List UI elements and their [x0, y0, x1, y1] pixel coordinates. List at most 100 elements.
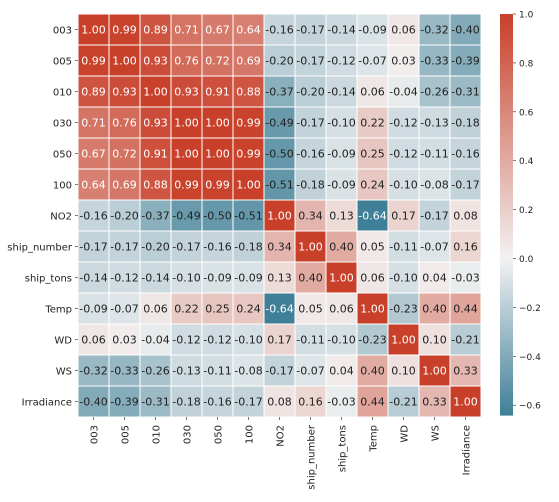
cell-value-label: -0.08 — [420, 179, 448, 192]
cell-value-label: 0.34 — [298, 210, 323, 223]
y-tick-label-temp: Temp — [44, 305, 72, 316]
heatmap-cell-005-temp — [356, 44, 389, 77]
heatmap-cell-100-010 — [139, 168, 172, 201]
heatmap-cell-005-030 — [170, 44, 203, 77]
y-tick-label-no2: NO2 — [50, 212, 72, 223]
colorbar-segment — [500, 234, 513, 239]
heatmap-cell-ship-tons-100 — [232, 261, 265, 294]
heatmap-cell-wd-irradiance — [449, 323, 482, 356]
colorbar-segment — [500, 408, 513, 413]
heatmap-cell-005-ship-tons — [325, 44, 358, 77]
heatmap-cell-100-005 — [108, 168, 141, 201]
heatmap-cell-003-temp — [356, 13, 389, 46]
cell-value-label: 0.88 — [143, 179, 168, 192]
colorbar-segment — [500, 338, 513, 343]
cell-value-label: 0.16 — [453, 241, 478, 254]
cell-value-label: -0.03 — [327, 396, 355, 409]
colorbar-segment — [500, 291, 513, 296]
colorbar-segment — [500, 14, 513, 18]
colorbar-segment — [500, 237, 513, 242]
colorbar-segment — [500, 388, 513, 393]
colorbar-segment — [500, 311, 513, 316]
x-tick-label-ship-number: ship_number — [307, 424, 318, 490]
cell-value-label: 0.99 — [236, 148, 261, 161]
cell-value-label: 0.99 — [205, 179, 230, 192]
colorbar-segment — [500, 40, 513, 45]
cell-value-label: 1.00 — [174, 117, 199, 130]
colorbar-segment — [500, 211, 513, 216]
colorbar-segment — [500, 90, 513, 95]
colorbar-segment — [500, 358, 513, 363]
colorbar-segment — [500, 124, 513, 129]
heatmap-cell-005-no2 — [263, 44, 296, 77]
cell-value-label: -0.18 — [234, 241, 262, 254]
heatmap-cell-030-ship-number — [294, 106, 327, 139]
heatmap-cell-100-no2 — [263, 168, 296, 201]
cell-value-label: 0.13 — [267, 272, 292, 285]
cell-value-label: 0.06 — [81, 334, 106, 347]
colorbar-segment — [500, 394, 513, 399]
heatmap-cell-100-003 — [77, 168, 110, 201]
cell-value-label: -0.12 — [110, 272, 138, 285]
cell-value-label: -0.18 — [172, 396, 200, 409]
colorbar-segment — [500, 50, 513, 55]
cell-value-label: 0.10 — [422, 334, 447, 347]
colorbar-segment — [500, 254, 513, 259]
colorbar-segment — [500, 227, 513, 232]
heatmap-cell-005-100 — [232, 44, 265, 77]
cell-value-label: 0.71 — [174, 24, 199, 37]
heatmap-cell-ship-number-wd — [387, 230, 420, 263]
cell-value-label: 1.00 — [143, 86, 168, 99]
colorbar-segment — [500, 174, 513, 179]
cell-value-label: 0.67 — [205, 24, 230, 37]
cell-value-label: 0.40 — [360, 365, 385, 378]
heatmap-cell-wd-030 — [170, 323, 203, 356]
heatmap-cell-010-010 — [139, 75, 172, 108]
heatmap-cell-ws-no2 — [263, 354, 296, 387]
cell-value-label: 0.06 — [360, 272, 385, 285]
colorbar-segment — [500, 247, 513, 252]
cell-value-label: 0.10 — [391, 365, 416, 378]
y-axis-labels: 003 005 010 030 050 100 NO2 ship_number ship_ton… — [7, 26, 78, 409]
colorbar-segment — [500, 114, 513, 119]
cell-value-label: 0.72 — [112, 148, 137, 161]
cell-value-label: 0.64 — [81, 179, 106, 192]
cell-value-label: 0.05 — [298, 303, 323, 316]
heatmap-cell-ship-tons-wd — [387, 261, 420, 294]
heatmap-cell-no2-030 — [170, 199, 203, 232]
cell-value-label: 0.93 — [174, 86, 199, 99]
heatmap-cell-wd-003 — [77, 323, 110, 356]
y-tick-label-005: 005 — [53, 57, 72, 68]
heatmap-cell-irradiance-ws — [418, 385, 451, 418]
colorbar-segment — [500, 401, 513, 406]
heatmap-cell-irradiance-003 — [77, 385, 110, 418]
colorbar-segment — [500, 241, 513, 246]
cell-value-label: 0.03 — [112, 334, 137, 347]
heatmap-cell-ship-tons-ship-number — [294, 261, 327, 294]
colorbar-segment — [500, 284, 513, 289]
colorbar-segment — [500, 244, 513, 249]
cell-value-label: -0.50 — [265, 148, 293, 161]
cell-value-label: -0.16 — [79, 210, 107, 223]
colorbar-segment — [500, 321, 513, 326]
cell-value-label: -0.17 — [265, 365, 293, 378]
cell-value-label: 0.69 — [112, 179, 137, 192]
cell-value-label: -0.07 — [110, 303, 138, 316]
heatmap-cell-050-030 — [170, 137, 203, 170]
cell-value-label: 0.25 — [360, 148, 385, 161]
cell-value-label: 0.06 — [329, 303, 354, 316]
cell-value-label: -0.23 — [358, 334, 386, 347]
x-tick-label-wd: WD — [400, 425, 411, 443]
cell-value-label: 1.00 — [174, 148, 199, 161]
cell-value-label: 0.22 — [360, 117, 385, 130]
heatmap-cell-no2-010 — [139, 199, 172, 232]
cell-value-label: -0.33 — [420, 55, 448, 68]
cell-value-label: 0.40 — [329, 241, 354, 254]
heatmap-cell-ws-050 — [201, 354, 234, 387]
cell-value-label: 0.22 — [174, 303, 199, 316]
heatmap-cell-ship-tons-030 — [170, 261, 203, 294]
colorbar-segment — [500, 67, 513, 72]
cell-value-label: 1.00 — [298, 241, 323, 254]
colorbar-segment — [500, 368, 513, 373]
heatmap-cell-010-050 — [201, 75, 234, 108]
